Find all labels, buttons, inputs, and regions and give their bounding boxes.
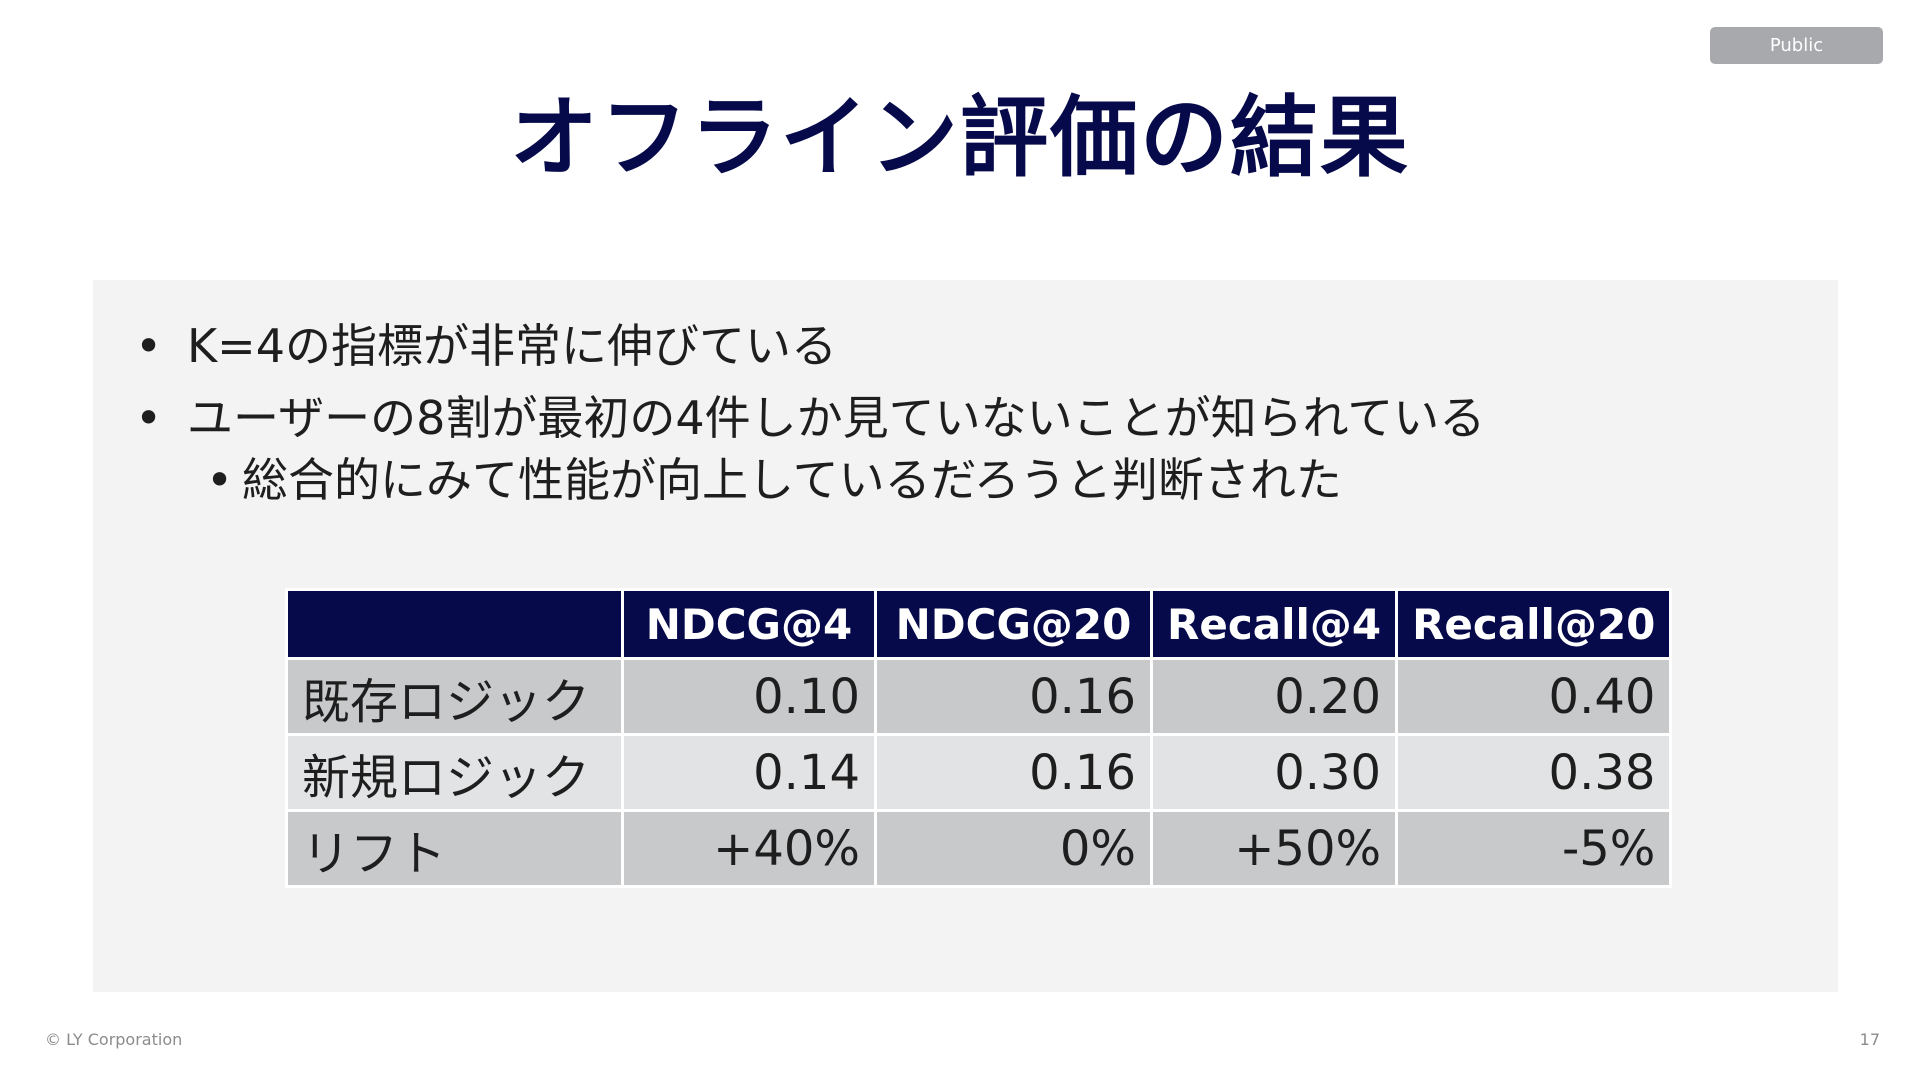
bullet-marker: • <box>135 319 163 373</box>
table-cell: 0.16 <box>874 657 1153 736</box>
table-row: リフト +40% 0% +50% -5% <box>285 809 1673 888</box>
table-cell: +40% <box>621 809 877 888</box>
header-cell-recall20: Recall@20 <box>1395 588 1673 660</box>
header-cell-ndcg20: NDCG@20 <box>874 588 1153 660</box>
row-label: 新規ロジック <box>285 733 624 812</box>
bullet-text: K=4の指標が非常に伸びている <box>187 319 837 373</box>
sub-bullet-text: 総合的にみて性能が向上しているだろうと判断された <box>242 453 1342 507</box>
table-cell: 0.38 <box>1395 733 1673 812</box>
header-cell-ndcg4: NDCG@4 <box>621 588 877 660</box>
table-cell: -5% <box>1395 809 1673 888</box>
table-cell: 0.14 <box>621 733 877 812</box>
bullet-text: ユーザーの8割が最初の4件しか見ていないことが知られている <box>187 391 1486 445</box>
table-cell: 0.16 <box>874 733 1153 812</box>
page-number: 17 <box>1859 1030 1880 1049</box>
table-cell: 0.20 <box>1149 657 1399 736</box>
header-cell-recall4: Recall@4 <box>1149 588 1399 660</box>
table-cell: 0.30 <box>1149 733 1399 812</box>
table-cell: 0.10 <box>621 657 877 736</box>
bullet-marker: • <box>135 391 163 445</box>
table-row: 新規ロジック 0.14 0.16 0.30 0.38 <box>285 733 1673 812</box>
row-label: リフト <box>285 809 624 888</box>
table-header-row: NDCG@4 NDCG@20 Recall@4 Recall@20 <box>285 588 1673 660</box>
table-row: 既存ロジック 0.10 0.16 0.20 0.40 <box>285 657 1673 736</box>
slide-title: オフライン評価の結果 <box>509 86 1410 189</box>
table-cell: 0.40 <box>1395 657 1673 736</box>
sub-bullet-marker: • <box>206 453 234 507</box>
table-cell: +50% <box>1149 809 1399 888</box>
copyright-text: © LY Corporation <box>45 1030 183 1049</box>
table-cell: 0% <box>874 809 1153 888</box>
public-badge: Public <box>1710 27 1883 64</box>
header-cell-empty <box>285 588 624 660</box>
content-panel: • K=4の指標が非常に伸びている • ユーザーの8割が最初の4件しか見ていない… <box>93 280 1838 992</box>
results-table: NDCG@4 NDCG@20 Recall@4 Recall@20 既存ロジック… <box>285 588 1673 888</box>
row-label: 既存ロジック <box>285 657 624 736</box>
